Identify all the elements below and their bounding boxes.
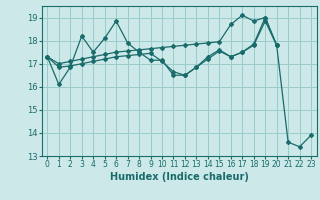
X-axis label: Humidex (Indice chaleur): Humidex (Indice chaleur)	[110, 172, 249, 182]
